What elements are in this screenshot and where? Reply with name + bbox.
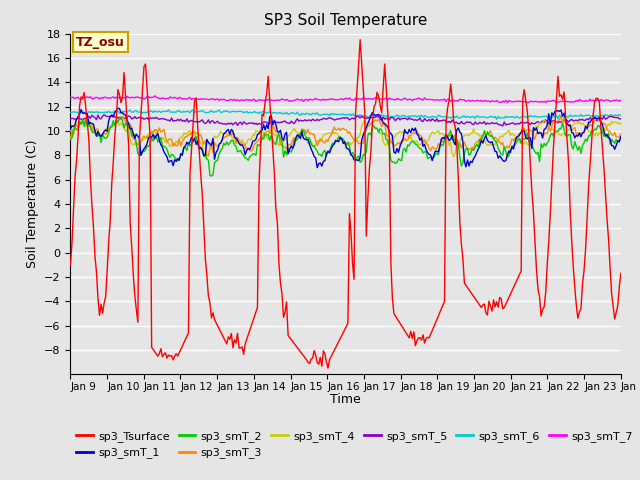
sp3_smT_6: [164, 107, 172, 113]
Line: sp3_smT_5: sp3_smT_5: [70, 115, 621, 126]
sp3_smT_7: [67, 95, 74, 100]
sp3_smT_1: [67, 126, 74, 132]
sp3_smT_5: [617, 116, 625, 122]
X-axis label: Time: Time: [330, 394, 361, 407]
sp3_smT_6: [250, 108, 258, 114]
sp3_smT_1: [114, 106, 122, 111]
sp3_smT_6: [308, 110, 316, 116]
sp3_smT_6: [589, 112, 597, 118]
Line: sp3_smT_1: sp3_smT_1: [70, 108, 621, 168]
sp3_smT_2: [261, 131, 269, 137]
sp3_smT_7: [232, 98, 240, 104]
sp3_smT_2: [310, 143, 318, 149]
sp3_smT_4: [361, 117, 369, 123]
sp3_smT_6: [493, 116, 500, 122]
sp3_smT_3: [261, 130, 269, 135]
sp3_smT_1: [589, 115, 597, 121]
sp3_smT_1: [250, 138, 258, 144]
sp3_smT_5: [589, 116, 597, 122]
sp3_smT_1: [232, 135, 240, 141]
sp3_Tsurface: [134, 319, 141, 325]
sp3_smT_7: [308, 97, 316, 103]
sp3_smT_1: [136, 135, 143, 141]
sp3_Tsurface: [324, 365, 332, 371]
sp3_smT_2: [252, 153, 260, 158]
sp3_smT_7: [250, 96, 258, 102]
sp3_smT_4: [232, 141, 240, 146]
sp3_smT_3: [136, 142, 143, 147]
sp3_smT_6: [617, 113, 625, 119]
sp3_smT_2: [234, 149, 241, 155]
Line: sp3_smT_7: sp3_smT_7: [70, 96, 621, 103]
sp3_smT_5: [499, 123, 507, 129]
sp3_smT_5: [67, 116, 74, 121]
Title: SP3 Soil Temperature: SP3 Soil Temperature: [264, 13, 428, 28]
sp3_smT_3: [589, 121, 597, 127]
sp3_Tsurface: [307, 356, 315, 362]
sp3_smT_2: [117, 114, 125, 120]
sp3_smT_5: [100, 112, 108, 118]
sp3_smT_5: [308, 116, 316, 122]
sp3_smT_4: [617, 121, 625, 127]
sp3_smT_5: [260, 119, 268, 125]
sp3_Tsurface: [249, 318, 257, 324]
sp3_smT_3: [310, 132, 318, 137]
sp3_Tsurface: [67, 263, 74, 268]
Text: TZ_osu: TZ_osu: [76, 36, 125, 48]
Line: sp3_Tsurface: sp3_Tsurface: [70, 40, 621, 368]
sp3_smT_7: [134, 94, 141, 100]
sp3_smT_5: [136, 114, 143, 120]
sp3_smT_7: [151, 93, 159, 99]
sp3_Tsurface: [258, 111, 266, 117]
sp3_smT_1: [308, 149, 316, 155]
sp3_smT_7: [260, 97, 268, 103]
Legend: sp3_Tsurface, sp3_smT_1, sp3_smT_2, sp3_smT_3, sp3_smT_4, sp3_smT_5, sp3_smT_6, : sp3_Tsurface, sp3_smT_1, sp3_smT_2, sp3_…: [76, 431, 632, 458]
sp3_smT_4: [134, 141, 141, 146]
sp3_smT_4: [308, 142, 316, 147]
Line: sp3_smT_3: sp3_smT_3: [70, 116, 621, 156]
sp3_smT_7: [589, 97, 597, 103]
sp3_Tsurface: [617, 271, 625, 276]
sp3_smT_3: [234, 134, 241, 140]
sp3_smT_6: [260, 108, 268, 114]
sp3_smT_3: [118, 113, 126, 119]
sp3_smT_4: [202, 156, 209, 161]
sp3_smT_4: [260, 130, 268, 135]
sp3_smT_3: [252, 140, 260, 145]
sp3_smT_2: [136, 153, 143, 158]
sp3_Tsurface: [356, 37, 364, 43]
sp3_smT_7: [504, 100, 511, 106]
sp3_smT_5: [232, 120, 240, 125]
sp3_smT_6: [67, 109, 74, 115]
sp3_smT_3: [617, 131, 625, 136]
sp3_smT_5: [250, 121, 258, 127]
sp3_smT_2: [589, 129, 597, 134]
Line: sp3_smT_4: sp3_smT_4: [70, 120, 621, 158]
sp3_smT_1: [260, 122, 268, 128]
sp3_smT_4: [589, 130, 597, 136]
sp3_smT_6: [134, 109, 141, 115]
Line: sp3_smT_6: sp3_smT_6: [70, 110, 621, 119]
Y-axis label: Soil Temperature (C): Soil Temperature (C): [26, 140, 38, 268]
sp3_Tsurface: [230, 337, 238, 343]
sp3_smT_4: [67, 129, 74, 134]
sp3_smT_2: [207, 173, 215, 179]
sp3_smT_7: [617, 97, 625, 103]
Line: sp3_smT_2: sp3_smT_2: [70, 117, 621, 176]
sp3_smT_6: [232, 109, 240, 115]
sp3_Tsurface: [589, 112, 597, 118]
sp3_smT_2: [617, 136, 625, 142]
sp3_smT_3: [205, 153, 212, 159]
sp3_smT_1: [314, 165, 321, 170]
sp3_smT_1: [617, 134, 625, 140]
sp3_smT_3: [67, 135, 74, 141]
sp3_smT_4: [250, 133, 258, 139]
sp3_smT_2: [67, 136, 74, 142]
